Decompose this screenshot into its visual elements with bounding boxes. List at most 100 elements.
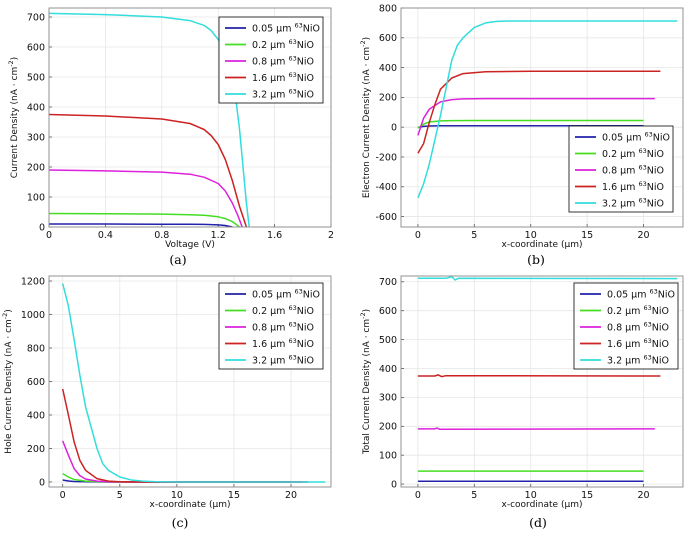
x-tick-label: 20 <box>637 230 649 241</box>
axes-frame <box>48 7 332 228</box>
legend-entry-label: 3.2 µm 63NiO <box>252 353 314 366</box>
series-line-a-4 <box>49 12 250 227</box>
legend-entry-label: 3.2 µm 63NiO <box>607 353 669 366</box>
y-axis-label-sup: -2 <box>7 60 15 66</box>
y-tick-label: 400 <box>379 364 397 375</box>
legend-entry-sup: 63 <box>638 196 646 204</box>
legend-entry-sup: 63 <box>295 21 303 29</box>
legend-entry-name: 0.8 µm <box>252 322 288 333</box>
y-tick-label: 800 <box>27 343 45 354</box>
x-tick-label: 0 <box>415 230 421 241</box>
x-axis-label: x-coordinate (µm) <box>502 500 583 510</box>
legend-entry-label: 0.05 µm 63NiO <box>602 130 670 143</box>
legend-entry-label: 0.8 µm 63NiO <box>252 320 314 333</box>
y-tick-label: 300 <box>379 393 397 404</box>
y-axis-label-tail: ) <box>10 57 20 61</box>
gridlines <box>48 8 332 228</box>
y-axis-label-text: Hole Current Density (nA · cm <box>4 319 14 454</box>
y-tick-label: 600 <box>27 377 45 388</box>
legend-entry-name: 3.2 µm <box>252 89 288 100</box>
legend-entry-label: 0.8 µm 63NiO <box>252 54 314 67</box>
legend-entry-name: 0.05 µm <box>607 289 650 300</box>
legend-entry-label: 3.2 µm 63NiO <box>602 196 664 209</box>
legend-entry-label: 0.05 µm 63NiO <box>252 287 320 300</box>
x-tick-label: 10 <box>525 230 537 241</box>
x-axis-label: x-coordinate (µm) <box>150 500 231 510</box>
gridlines <box>49 276 331 487</box>
panel-label: (c) <box>172 515 189 530</box>
legend-entry-name: 0.2 µm <box>607 306 643 317</box>
series-line-b-1 <box>417 119 644 129</box>
legend-entry-suffix: NiO <box>647 198 664 209</box>
y-axis-label-text: Total Current Density (nA · cm <box>362 319 372 455</box>
legend-entry-name: 0.05 µm <box>252 289 295 300</box>
legend-box <box>218 282 324 370</box>
y-axis-label-tail: ) <box>4 309 14 313</box>
x-tick-label: 0 <box>46 230 52 241</box>
x-tick-label: 0 <box>415 490 421 501</box>
panel-d: 0 5 10 15 200100200300400500600700x-coordina… <box>359 275 684 530</box>
y-tick-label: 800 <box>379 3 397 14</box>
legend-entry-suffix: NiO <box>297 73 314 84</box>
x-tick-label: 15 <box>581 230 593 241</box>
y-axis-label-sup: -2 <box>359 40 367 46</box>
y-tick-label: 0 <box>391 479 397 490</box>
x-axis-label: x-coordinate (µm) <box>502 240 583 250</box>
y-tick-label: 400 <box>379 63 397 74</box>
y-tick-label: 500 <box>379 335 397 346</box>
legend-entry-name: 0.2 µm <box>252 40 288 51</box>
legend-entry-name: 0.8 µm <box>252 56 288 67</box>
legend-entry-suffix: NiO <box>652 306 669 317</box>
series-line-a-3 <box>49 113 248 227</box>
x-tick-label: 10 <box>525 490 537 501</box>
legend-entry-sup: 63 <box>288 337 296 345</box>
axes-frame <box>400 275 684 488</box>
series-line-d-4 <box>417 276 678 281</box>
legend-entry-suffix: NiO <box>658 289 675 300</box>
y-axis-label-text: Current Density (nA · cm <box>10 67 20 178</box>
legend-entry-name: 3.2 µm <box>252 355 288 366</box>
y-axis-label-text: Electron Current Density (nA · cm <box>362 47 372 198</box>
y-axis-label: Total Current Density (nA · cm-2) <box>359 309 372 455</box>
legend-entry-suffix: NiO <box>652 339 669 350</box>
legend-entry-suffix: NiO <box>297 355 314 366</box>
legend-entry-sup: 63 <box>638 147 646 155</box>
x-tick-label: 15 <box>228 490 240 501</box>
legend-entry-sup: 63 <box>288 320 296 328</box>
x-tick-label: 5 <box>471 490 477 501</box>
legend-entry-sup: 63 <box>295 287 303 295</box>
legend-box <box>568 125 674 213</box>
y-tick-label: 100 <box>27 192 45 203</box>
y-tick-label: 400 <box>27 410 45 421</box>
legend-entry-sup: 63 <box>288 87 296 95</box>
legend-entry-suffix: NiO <box>297 40 314 51</box>
legend-entry-sup: 63 <box>288 71 296 79</box>
legend-entry-sup: 63 <box>638 180 646 188</box>
y-tick-label: 0 <box>39 477 45 488</box>
legend-entry-name: 3.2 µm <box>607 355 643 366</box>
series-group <box>61 283 326 483</box>
legend-entry-label: 0.8 µm 63NiO <box>602 163 664 176</box>
y-tick-label: 500 <box>27 72 45 83</box>
legend-entry-label: 1.6 µm 63NiO <box>252 71 314 84</box>
panel-label: (b) <box>527 252 545 267</box>
y-tick-label: 200 <box>379 422 397 433</box>
y-tick-label: 400 <box>27 102 45 113</box>
series-line-d-3 <box>417 374 661 378</box>
y-tick-label: 200 <box>379 93 397 104</box>
legend-entry-sup: 63 <box>645 130 653 138</box>
legend-entry-sup: 63 <box>643 337 651 345</box>
panel-label: (a) <box>169 252 186 267</box>
panel-c: 0 5 10 15 20020040060080010001200x-coordinat… <box>1 275 332 530</box>
y-axis-label: Current Density (nA · cm-2) <box>7 57 20 178</box>
legend-entry-suffix: NiO <box>652 322 669 333</box>
legend-entry-suffix: NiO <box>297 89 314 100</box>
y-tick-label: 1200 <box>21 276 45 287</box>
legend-entry-name: 1.6 µm <box>252 339 288 350</box>
legend-entry-label: 0.2 µm 63NiO <box>602 147 664 160</box>
x-tick-label: 1.6 <box>267 230 282 241</box>
legend-entry-label: 0.8 µm 63NiO <box>607 320 669 333</box>
